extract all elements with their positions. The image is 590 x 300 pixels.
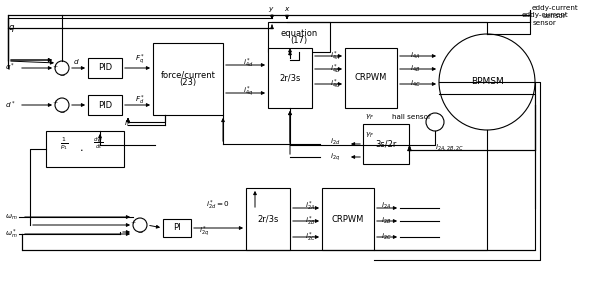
Text: PID: PID [98,64,112,73]
Text: sensor: sensor [533,20,557,26]
Text: PI: PI [173,224,181,232]
Text: +: + [53,64,58,68]
Text: $\gamma_F$: $\gamma_F$ [365,112,375,122]
Text: $F_d^*$: $F_d^*$ [135,93,145,106]
Text: $i_{4A}$: $i_{4A}$ [410,51,420,61]
Text: $-$: $-$ [59,110,65,115]
Text: $i_{2A}$: $i_{2A}$ [381,201,391,211]
Text: $i_{4B}^*$: $i_{4B}^*$ [330,62,340,76]
Text: $i_{4C}$: $i_{4C}$ [409,79,420,89]
Text: $i_{2B}^*$: $i_{2B}^*$ [305,214,315,228]
Text: $i_{4q}^*$: $i_{4q}^*$ [243,85,253,99]
Text: $I_F$: $I_F$ [124,119,132,129]
Text: $\frac{1}{p_1}$: $\frac{1}{p_1}$ [60,136,68,152]
Text: $i_{2C}$: $i_{2C}$ [381,232,391,242]
Circle shape [133,218,147,232]
FancyBboxPatch shape [88,95,122,115]
Text: $d^*$: $d^*$ [5,99,15,111]
Text: $i_{2d}$: $i_{2d}$ [330,137,340,147]
Text: $-$: $-$ [137,230,143,235]
Text: $i_{2q}^*$: $i_{2q}^*$ [199,225,209,239]
Text: +: + [130,220,136,226]
Text: 3s/2r: 3s/2r [375,140,396,148]
FancyBboxPatch shape [322,188,374,250]
FancyBboxPatch shape [345,48,397,108]
Text: $i_{2C}^*$: $i_{2C}^*$ [304,230,316,244]
Text: $x$: $x$ [284,5,290,13]
Text: eddy-current: eddy-current [532,5,578,11]
Text: $i_{4d}^*$: $i_{4d}^*$ [242,56,253,70]
FancyBboxPatch shape [163,219,191,237]
Text: $\cdot$: $\cdot$ [79,144,83,154]
Circle shape [55,98,69,112]
Text: $\omega_m^*$: $\omega_m^*$ [5,227,18,241]
FancyBboxPatch shape [153,43,223,115]
Text: hall sensor: hall sensor [392,114,431,120]
Text: $q$: $q$ [8,22,15,34]
FancyBboxPatch shape [246,188,290,250]
Circle shape [55,61,69,75]
Text: $-$: $-$ [59,73,65,77]
Text: $i_{2A}^*$: $i_{2A}^*$ [305,199,315,213]
Text: sensor: sensor [543,13,567,19]
Text: eddy-current: eddy-current [522,12,568,18]
FancyBboxPatch shape [268,48,312,108]
Circle shape [426,113,444,131]
Text: $\omega_m$: $\omega_m$ [5,212,18,222]
FancyBboxPatch shape [46,131,124,167]
Text: CRPWM: CRPWM [332,214,364,224]
Text: (23): (23) [179,79,196,88]
Text: +: + [53,100,58,106]
Text: 2r/3s: 2r/3s [279,74,301,82]
Text: 2r/3s: 2r/3s [257,214,278,224]
Text: $i_{4C}^*$: $i_{4C}^*$ [330,77,340,91]
Text: $y$: $y$ [268,4,274,14]
Text: $i_{4A}^*$: $i_{4A}^*$ [330,49,340,63]
Text: $i_{4B}$: $i_{4B}$ [410,64,420,74]
Text: (17): (17) [290,37,307,46]
Text: $i_{2d}^*=0$: $i_{2d}^*=0$ [206,198,230,212]
Text: CRPWM: CRPWM [355,74,387,82]
Text: $F_q^*$: $F_q^*$ [135,53,145,67]
Text: $i_{2A,2B,2C}$: $i_{2A,2B,2C}$ [435,142,465,152]
Text: $\frac{d\gamma_F}{dt}$: $\frac{d\gamma_F}{dt}$ [93,136,103,152]
Text: $i_{2q}$: $i_{2q}$ [330,151,340,163]
Text: equation: equation [280,28,317,38]
Text: $\gamma_F$: $\gamma_F$ [365,130,375,140]
Text: force/current: force/current [160,70,215,80]
Text: $i_{2B}$: $i_{2B}$ [381,216,391,226]
Text: BPMSM: BPMSM [471,77,503,86]
FancyBboxPatch shape [268,22,330,52]
FancyBboxPatch shape [88,58,122,78]
Circle shape [439,34,535,130]
FancyBboxPatch shape [363,124,409,164]
Text: PID: PID [98,100,112,109]
Text: $q^*$: $q^*$ [5,62,15,74]
Text: $d$: $d$ [73,58,79,67]
